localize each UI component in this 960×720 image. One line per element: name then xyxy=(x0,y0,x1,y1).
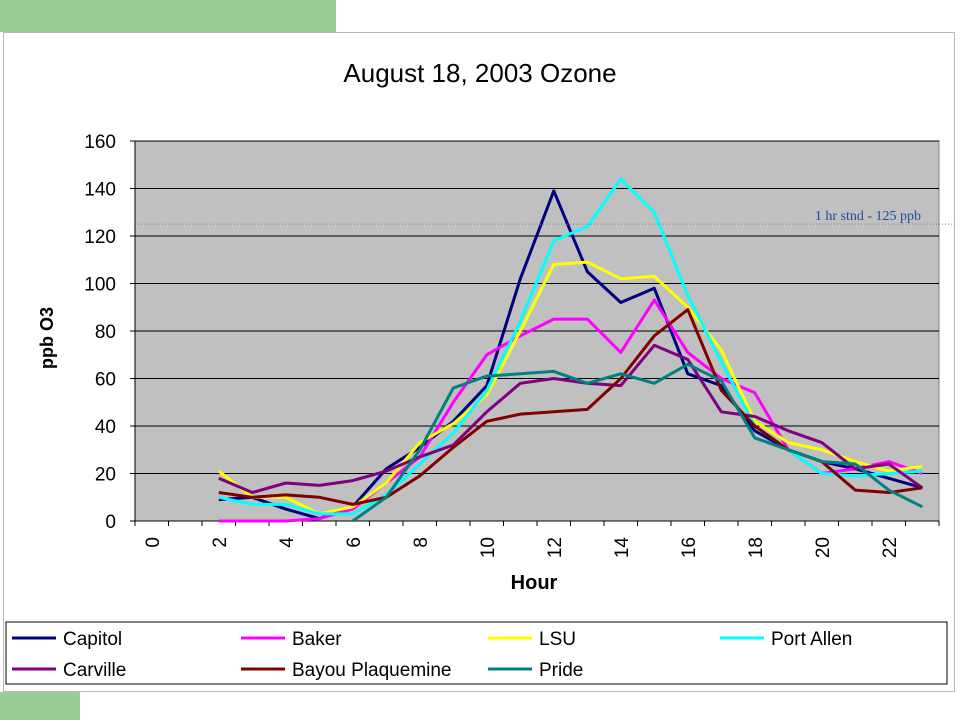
x-axis-title: Hour xyxy=(511,572,558,594)
legend-label-pride: Pride xyxy=(539,660,583,681)
y-tick-label: 20 xyxy=(95,465,116,486)
y-tick-label: 160 xyxy=(84,132,116,153)
accent-bar-top xyxy=(0,0,336,32)
x-tick-label: 22 xyxy=(880,537,901,558)
y-tick-label: 140 xyxy=(84,180,116,201)
series-lines xyxy=(217,177,924,523)
y-tick-label: 40 xyxy=(95,417,116,438)
y-axis-title: ppb O3 xyxy=(37,307,57,369)
y-tick-label: 60 xyxy=(95,370,116,391)
axes: 0 20 40 60 80 100 120 140 160 0 2 4 6 8 10 12 14 16 18 20 22 xyxy=(84,132,940,559)
x-tick-label: 14 xyxy=(612,537,633,559)
legend-label-baker: Baker xyxy=(292,629,342,650)
y-tick-label: 100 xyxy=(84,275,116,296)
legend-label-bayou-plaquemine: Bayou Plaquemine xyxy=(292,660,452,681)
legend-label-capitol: Capitol xyxy=(63,629,122,650)
series-line-port-allen xyxy=(218,177,923,516)
legend-label-carville: Carville xyxy=(63,660,126,681)
series-line-pride xyxy=(351,362,923,523)
legend-box xyxy=(5,621,948,685)
series-line-carville xyxy=(218,343,924,494)
x-tick-label: 4 xyxy=(277,537,298,548)
y-tick-label: 0 xyxy=(105,512,116,533)
threshold-label: 1 hr stnd - 125 ppb xyxy=(815,209,921,224)
series-line-lsu xyxy=(217,260,923,516)
x-tick-label: 2 xyxy=(210,537,231,548)
accent-bar-bottom xyxy=(0,692,80,720)
x-tick-label: 18 xyxy=(746,537,767,558)
x-tick-label: 10 xyxy=(478,537,499,558)
x-tick-label: 12 xyxy=(545,537,566,558)
x-tick-label: 6 xyxy=(344,537,365,548)
x-tick-label: 8 xyxy=(411,537,432,548)
y-tick-label: 80 xyxy=(95,322,116,343)
legend-label-lsu: LSU xyxy=(539,629,576,650)
x-tick-label: 0 xyxy=(143,537,164,548)
legend: Capitol Baker LSU Port Allen Carville Bayou P… xyxy=(12,629,852,681)
y-tick-label: 120 xyxy=(84,227,116,248)
x-tick-label: 20 xyxy=(813,537,834,558)
x-tick-label: 16 xyxy=(679,537,700,558)
chart-title: August 18, 2003 Ozone xyxy=(343,58,616,88)
legend-label-port-allen: Port Allen xyxy=(771,629,852,650)
annotations: 1 hr stnd - 125 ppb xyxy=(135,209,955,225)
